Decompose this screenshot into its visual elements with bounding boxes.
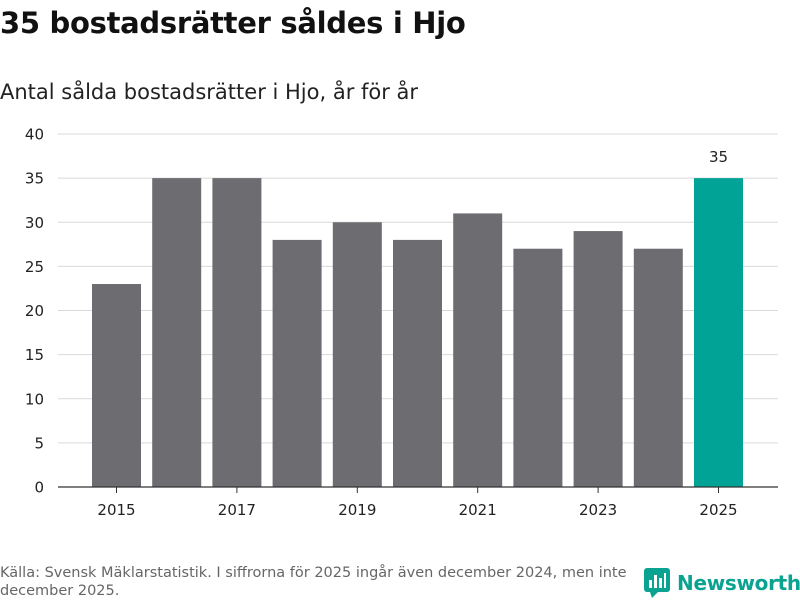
x-tick-label: 2015 <box>97 501 135 519</box>
chart-subtitle: Antal sålda bostadsrätter i Hjo, år för … <box>0 80 419 104</box>
bar-2025 <box>694 178 743 487</box>
x-tick-label: 2019 <box>338 501 376 519</box>
chart-title: 35 bostadsrätter såldes i Hjo <box>0 6 466 40</box>
x-tick-label: 2021 <box>459 501 497 519</box>
bars <box>92 178 743 488</box>
y-tick-label: 5 <box>34 434 44 452</box>
y-tick-label: 10 <box>25 390 44 408</box>
brand-name: Newsworthy <box>677 571 800 595</box>
y-tick-label: 0 <box>34 479 44 497</box>
bar-2015 <box>92 284 141 487</box>
bar-2019 <box>332 222 382 487</box>
bar-2023 <box>573 231 623 487</box>
x-tick-label: 2023 <box>579 501 617 519</box>
y-tick-label: 35 <box>25 170 44 188</box>
newsworthy-logo: Newsworthy <box>644 568 800 598</box>
y-tick-label: 15 <box>25 346 44 364</box>
x-tick-label: 2017 <box>218 501 256 519</box>
bar-2022 <box>513 248 563 487</box>
bar-chart-logo-icon <box>644 568 670 598</box>
source-note: Källa: Svensk Mäklarstatistik. I siffror… <box>0 565 627 599</box>
x-tick-label: 2025 <box>699 501 737 519</box>
y-tick-label: 20 <box>25 302 44 320</box>
bar-2016 <box>152 178 202 487</box>
bar-2018 <box>272 239 322 487</box>
y-tick-label: 40 <box>25 126 44 144</box>
y-tick-label: 25 <box>25 258 44 276</box>
bar-2020 <box>393 239 442 487</box>
bar-2017 <box>212 178 262 487</box>
x-axis-tick-labels: 2015 2017 2019 2021 2023 2025 <box>97 487 738 519</box>
y-tick-label: 30 <box>25 214 44 232</box>
bar-2024 <box>633 248 683 487</box>
y-axis-tick-labels: 0 5 10 15 20 25 30 35 40 <box>25 126 44 497</box>
bar-2021 <box>453 213 503 488</box>
data-labels: 35 <box>709 148 728 166</box>
data-label: 35 <box>709 148 728 166</box>
